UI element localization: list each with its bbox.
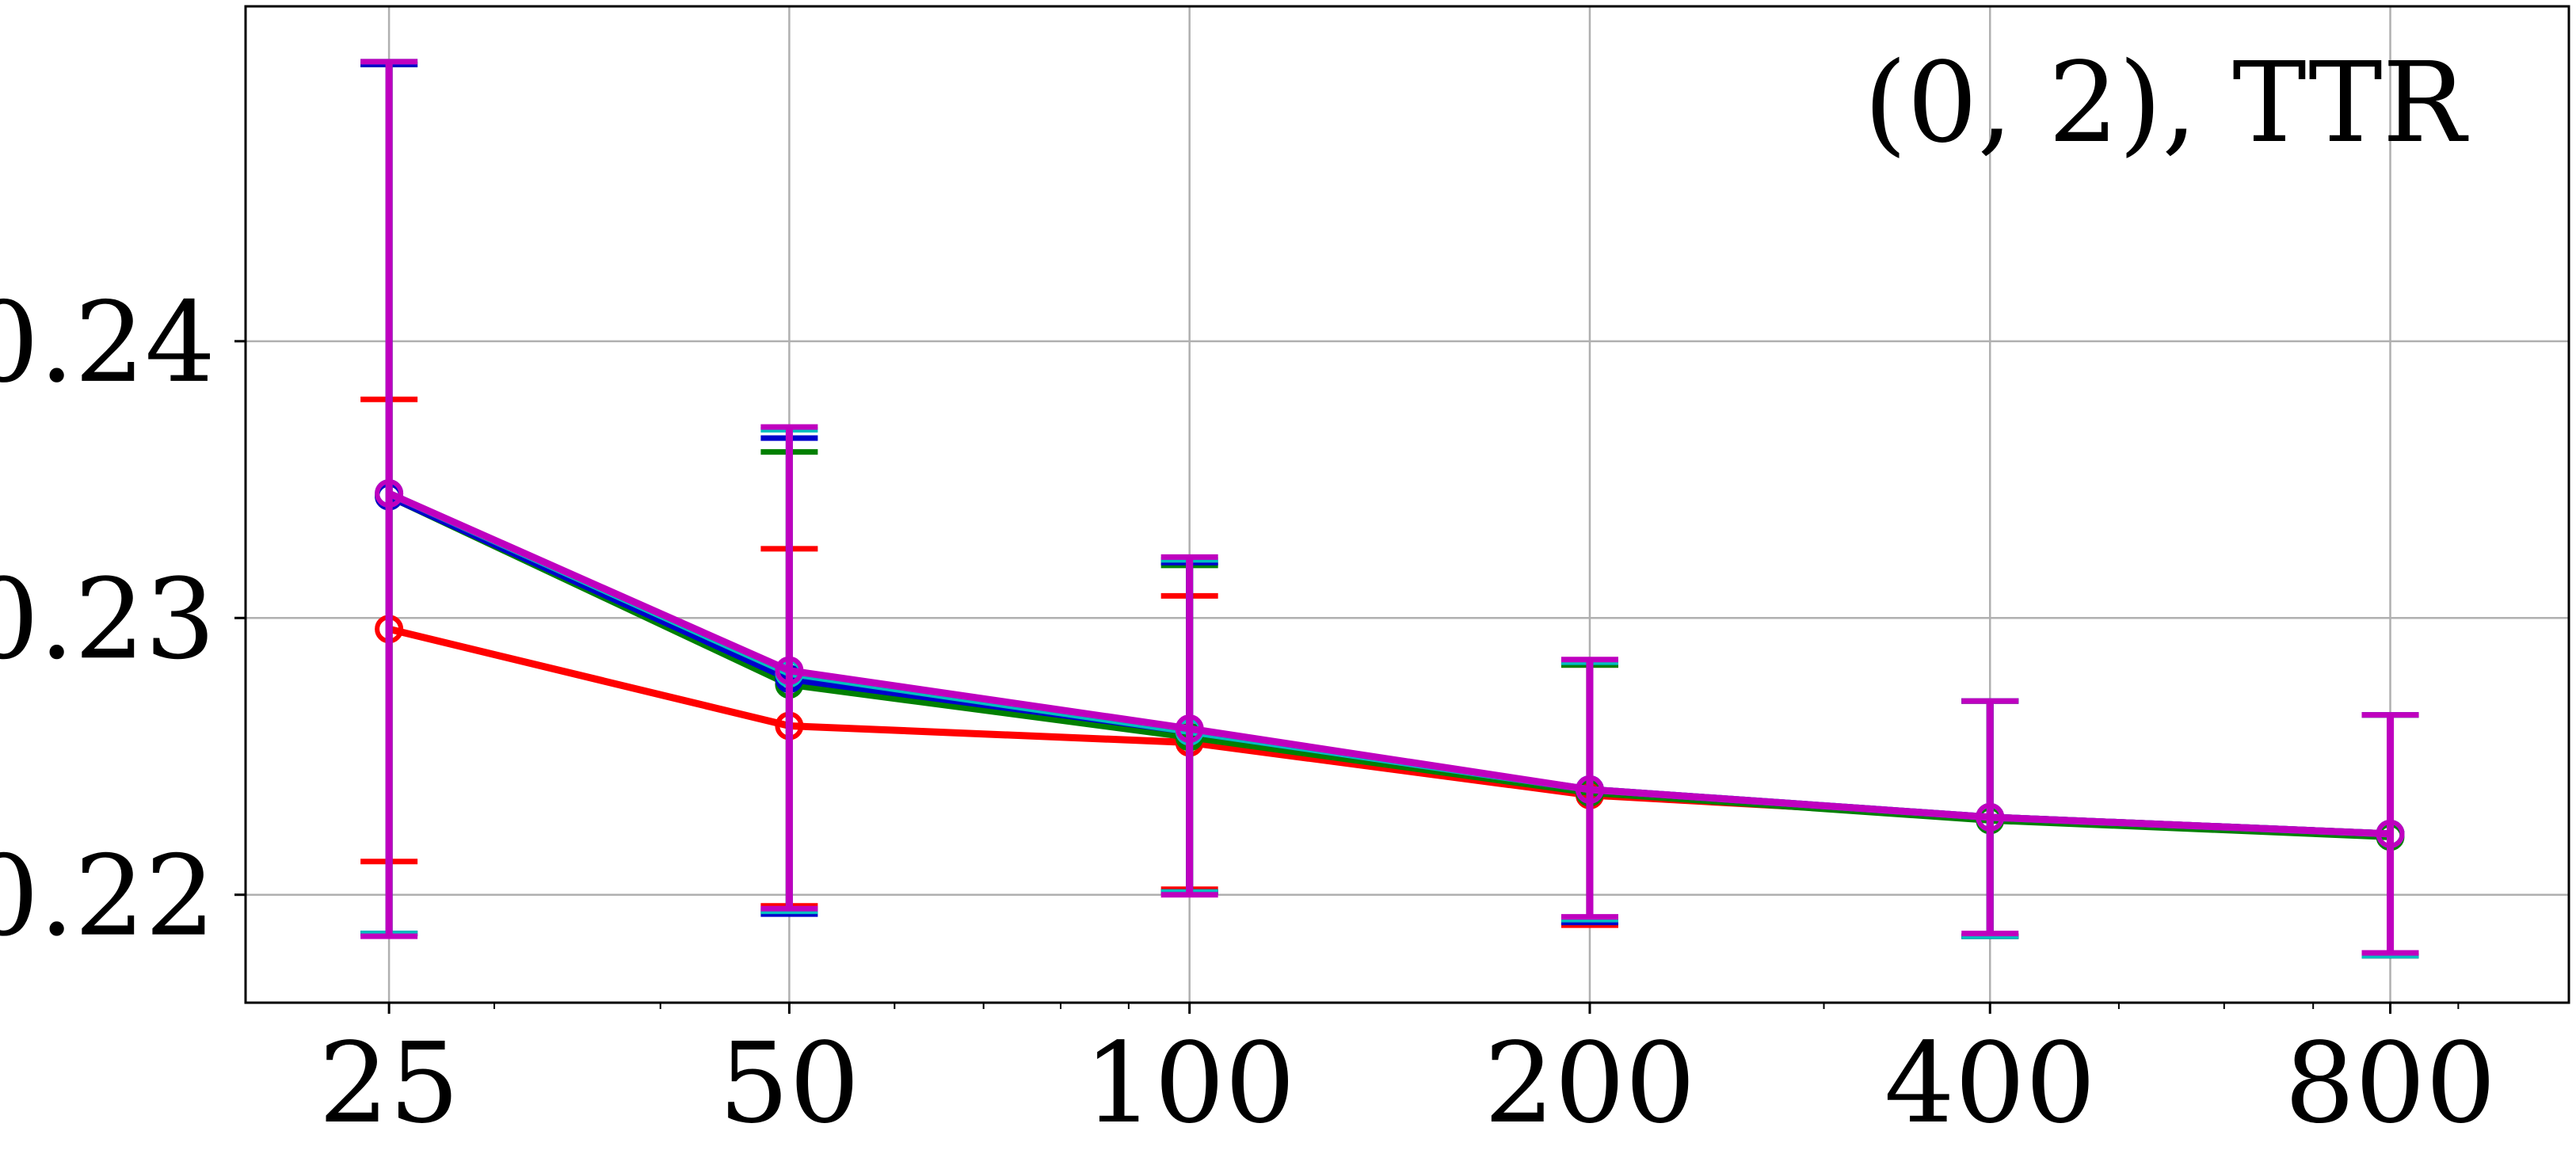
plot-frame <box>244 5 2570 1004</box>
ticks: 25 50 100 200 400 800 0.22 0.23 0.24 <box>0 279 2496 1148</box>
data-point <box>2376 819 2405 848</box>
data-point <box>1175 714 1204 744</box>
data-point <box>1575 775 1604 804</box>
data-point <box>775 656 804 685</box>
data-point <box>1976 802 2005 832</box>
x-tick-label: 400 <box>1884 1019 2096 1148</box>
x-tick-label: 100 <box>1084 1019 1295 1148</box>
chart-annotation: (0, 2), TTR <box>1864 39 2469 168</box>
x-tick-label: 800 <box>2284 1019 2496 1148</box>
y-tick-label: 0.22 <box>0 832 215 962</box>
y-tick-label: 0.24 <box>0 279 215 408</box>
x-tick-label: 25 <box>318 1019 459 1148</box>
y-tick-label: 0.23 <box>0 555 215 684</box>
x-tick-label: 50 <box>718 1019 859 1148</box>
x-tick-label: 200 <box>1484 1019 1695 1148</box>
series-layer <box>360 59 2419 959</box>
data-point <box>375 479 404 508</box>
series <box>360 59 2419 956</box>
series-line <box>387 489 2391 838</box>
